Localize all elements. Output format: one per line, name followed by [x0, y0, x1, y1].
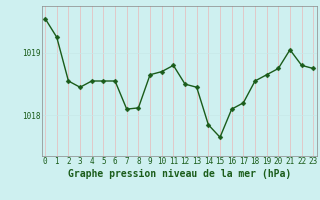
X-axis label: Graphe pression niveau de la mer (hPa): Graphe pression niveau de la mer (hPa): [68, 169, 291, 179]
